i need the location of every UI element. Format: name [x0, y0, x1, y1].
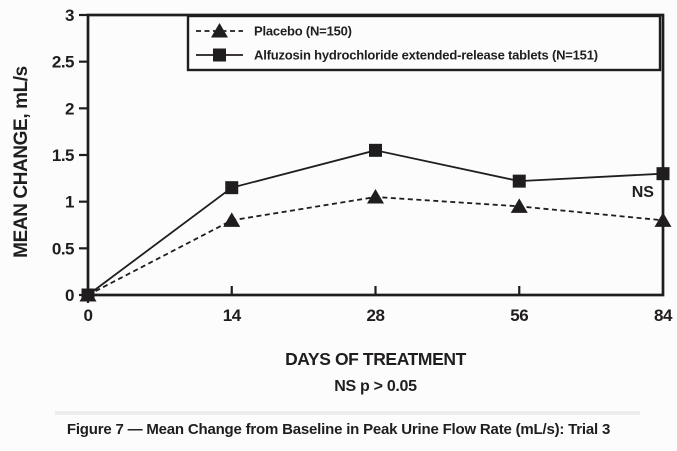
series-line-placebo	[87, 196, 664, 296]
data-point-placebo-day14-triangle-marker-icon	[223, 212, 241, 227]
y-tick-label: 2.5	[52, 53, 74, 72]
legend-triangle-marker-icon	[211, 23, 228, 38]
data-point-alfuzosin-day0-square-marker-icon	[81, 288, 95, 302]
y-tick-label: 0	[65, 286, 74, 305]
y-axis-label: MEAN CHANGE, mL/s	[11, 66, 32, 258]
x-axis-note: NS p > 0.05	[334, 378, 417, 395]
x-tick-label: 56	[510, 306, 528, 325]
x-tick-label: 28	[367, 306, 385, 325]
legend-label: Alfuzosin hydrochloride extended-release…	[254, 48, 598, 63]
y-tick-label: 1	[65, 193, 74, 212]
data-point-placebo-day84-triangle-marker-icon	[654, 212, 672, 227]
legend-label: Placebo (N=150)	[254, 24, 352, 39]
data-point-alfuzosin-day84-square-marker-icon	[656, 167, 670, 181]
ns-annotation: NS	[632, 184, 655, 201]
legend-box	[186, 14, 662, 72]
x-tick-label: 0	[84, 306, 93, 325]
data-point-alfuzosin-day56-square-marker-icon	[512, 174, 526, 188]
y-tick-label: 0.5	[52, 239, 74, 258]
data-point-alfuzosin-day14-square-marker-icon	[225, 181, 239, 195]
x-tick-label: 84	[654, 306, 673, 325]
series-line-alfuzosin	[87, 149, 664, 296]
y-tick-label: 2	[65, 99, 74, 118]
figure-caption: Figure 7 — Mean Change from Baseline in …	[66, 421, 611, 438]
data-point-placebo-day28-triangle-marker-icon	[367, 189, 384, 204]
y-tick-label: 1.5	[52, 146, 74, 165]
data-point-alfuzosin-day28-square-marker-icon	[369, 143, 382, 157]
data-point-placebo-day56-triangle-marker-icon	[510, 198, 528, 213]
legend-square-marker-icon	[213, 48, 226, 62]
x-tick-label: 14	[223, 306, 242, 325]
line-chart: 0 0.5 1 1.5 2 2.5 3 0 14 28 56 84 Placebo (N=150) Alf…	[11, 6, 673, 395]
x-axis-label: DAYS OF TREATMENT	[285, 349, 467, 369]
y-tick-label: 3	[65, 6, 74, 25]
divider	[55, 411, 640, 415]
